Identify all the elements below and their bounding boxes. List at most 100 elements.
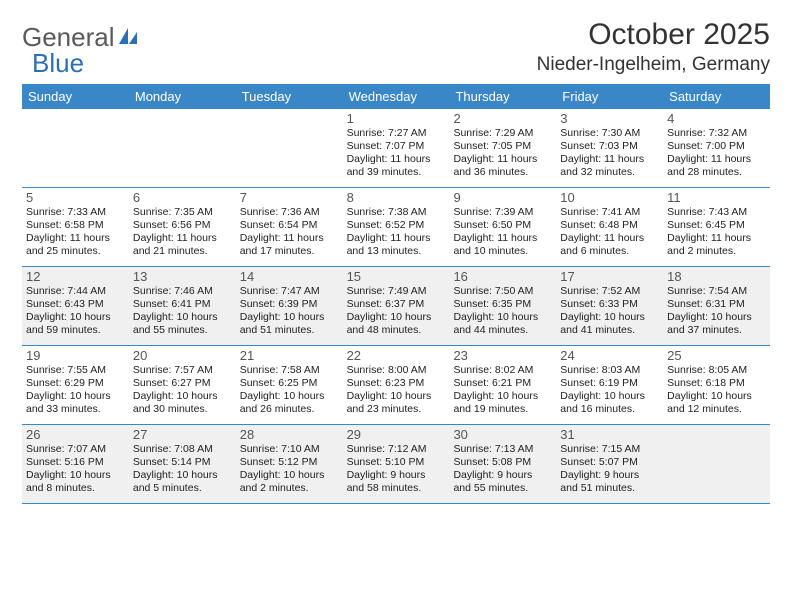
day-cell: 1Sunrise: 7:27 AM Sunset: 7:07 PM Daylig… (343, 109, 450, 187)
day-detail-text: Sunrise: 7:15 AM Sunset: 5:07 PM Dayligh… (560, 443, 659, 496)
day-number: 5 (26, 190, 125, 205)
day-cell: 12Sunrise: 7:44 AM Sunset: 6:43 PM Dayli… (22, 267, 129, 345)
day-detail-text: Sunrise: 8:05 AM Sunset: 6:18 PM Dayligh… (667, 364, 766, 417)
day-detail-text: Sunrise: 7:32 AM Sunset: 7:00 PM Dayligh… (667, 127, 766, 180)
location: Nieder-Ingelheim, Germany (537, 54, 770, 76)
day-cell: 6Sunrise: 7:35 AM Sunset: 6:56 PM Daylig… (129, 188, 236, 266)
day-detail-text: Sunrise: 7:07 AM Sunset: 5:16 PM Dayligh… (26, 443, 125, 496)
day-detail-text: Sunrise: 8:03 AM Sunset: 6:19 PM Dayligh… (560, 364, 659, 417)
day-cell: 9Sunrise: 7:39 AM Sunset: 6:50 PM Daylig… (449, 188, 556, 266)
weeks-container: 1Sunrise: 7:27 AM Sunset: 7:07 PM Daylig… (22, 109, 770, 504)
day-detail-text: Sunrise: 7:30 AM Sunset: 7:03 PM Dayligh… (560, 127, 659, 180)
day-cell (22, 109, 129, 187)
day-detail-text: Sunrise: 7:55 AM Sunset: 6:29 PM Dayligh… (26, 364, 125, 417)
day-cell: 30Sunrise: 7:13 AM Sunset: 5:08 PM Dayli… (449, 425, 556, 503)
day-cell: 10Sunrise: 7:41 AM Sunset: 6:48 PM Dayli… (556, 188, 663, 266)
week-row: 19Sunrise: 7:55 AM Sunset: 6:29 PM Dayli… (22, 346, 770, 425)
day-number: 30 (453, 427, 552, 442)
day-cell (236, 109, 343, 187)
day-detail-text: Sunrise: 7:39 AM Sunset: 6:50 PM Dayligh… (453, 206, 552, 259)
day-number: 6 (133, 190, 232, 205)
weekday-header: Tuesday (236, 84, 343, 109)
day-cell: 17Sunrise: 7:52 AM Sunset: 6:33 PM Dayli… (556, 267, 663, 345)
day-cell (129, 109, 236, 187)
day-cell: 4Sunrise: 7:32 AM Sunset: 7:00 PM Daylig… (663, 109, 770, 187)
day-cell: 11Sunrise: 7:43 AM Sunset: 6:45 PM Dayli… (663, 188, 770, 266)
day-detail-text: Sunrise: 7:38 AM Sunset: 6:52 PM Dayligh… (347, 206, 446, 259)
day-cell (663, 425, 770, 503)
week-row: 5Sunrise: 7:33 AM Sunset: 6:58 PM Daylig… (22, 188, 770, 267)
week-row: 12Sunrise: 7:44 AM Sunset: 6:43 PM Dayli… (22, 267, 770, 346)
day-number: 26 (26, 427, 125, 442)
day-cell: 8Sunrise: 7:38 AM Sunset: 6:52 PM Daylig… (343, 188, 450, 266)
day-number: 17 (560, 269, 659, 284)
week-row: 1Sunrise: 7:27 AM Sunset: 7:07 PM Daylig… (22, 109, 770, 188)
day-cell: 20Sunrise: 7:57 AM Sunset: 6:27 PM Dayli… (129, 346, 236, 424)
day-cell: 26Sunrise: 7:07 AM Sunset: 5:16 PM Dayli… (22, 425, 129, 503)
weekday-header: Friday (556, 84, 663, 109)
day-detail-text: Sunrise: 7:43 AM Sunset: 6:45 PM Dayligh… (667, 206, 766, 259)
day-cell: 13Sunrise: 7:46 AM Sunset: 6:41 PM Dayli… (129, 267, 236, 345)
day-detail-text: Sunrise: 7:47 AM Sunset: 6:39 PM Dayligh… (240, 285, 339, 338)
day-number: 25 (667, 348, 766, 363)
day-number: 19 (26, 348, 125, 363)
day-number: 23 (453, 348, 552, 363)
day-cell: 24Sunrise: 8:03 AM Sunset: 6:19 PM Dayli… (556, 346, 663, 424)
day-cell: 15Sunrise: 7:49 AM Sunset: 6:37 PM Dayli… (343, 267, 450, 345)
day-number: 4 (667, 111, 766, 126)
day-number: 13 (133, 269, 232, 284)
day-cell: 3Sunrise: 7:30 AM Sunset: 7:03 PM Daylig… (556, 109, 663, 187)
day-cell: 19Sunrise: 7:55 AM Sunset: 6:29 PM Dayli… (22, 346, 129, 424)
logo-text-blue: Blue (32, 48, 84, 79)
day-number: 2 (453, 111, 552, 126)
title-block: October 2025 Nieder-Ingelheim, Germany (537, 18, 770, 76)
day-number: 3 (560, 111, 659, 126)
day-number: 14 (240, 269, 339, 284)
day-detail-text: Sunrise: 8:00 AM Sunset: 6:23 PM Dayligh… (347, 364, 446, 417)
day-number: 16 (453, 269, 552, 284)
day-number: 18 (667, 269, 766, 284)
weekday-header-row: SundayMondayTuesdayWednesdayThursdayFrid… (22, 84, 770, 109)
day-detail-text: Sunrise: 7:52 AM Sunset: 6:33 PM Dayligh… (560, 285, 659, 338)
day-cell: 2Sunrise: 7:29 AM Sunset: 7:05 PM Daylig… (449, 109, 556, 187)
day-number: 1 (347, 111, 446, 126)
day-detail-text: Sunrise: 7:54 AM Sunset: 6:31 PM Dayligh… (667, 285, 766, 338)
day-number: 9 (453, 190, 552, 205)
day-detail-text: Sunrise: 7:27 AM Sunset: 7:07 PM Dayligh… (347, 127, 446, 180)
weekday-header: Sunday (22, 84, 129, 109)
day-detail-text: Sunrise: 7:35 AM Sunset: 6:56 PM Dayligh… (133, 206, 232, 259)
day-number: 8 (347, 190, 446, 205)
day-detail-text: Sunrise: 8:02 AM Sunset: 6:21 PM Dayligh… (453, 364, 552, 417)
day-number: 15 (347, 269, 446, 284)
day-number: 20 (133, 348, 232, 363)
day-detail-text: Sunrise: 7:33 AM Sunset: 6:58 PM Dayligh… (26, 206, 125, 259)
day-cell: 31Sunrise: 7:15 AM Sunset: 5:07 PM Dayli… (556, 425, 663, 503)
day-number: 11 (667, 190, 766, 205)
day-cell: 14Sunrise: 7:47 AM Sunset: 6:39 PM Dayli… (236, 267, 343, 345)
day-detail-text: Sunrise: 7:41 AM Sunset: 6:48 PM Dayligh… (560, 206, 659, 259)
day-cell: 7Sunrise: 7:36 AM Sunset: 6:54 PM Daylig… (236, 188, 343, 266)
weekday-header: Saturday (663, 84, 770, 109)
day-number: 27 (133, 427, 232, 442)
day-number: 7 (240, 190, 339, 205)
header: General October 2025 Nieder-Ingelheim, G… (22, 18, 770, 76)
day-number: 21 (240, 348, 339, 363)
day-detail-text: Sunrise: 7:29 AM Sunset: 7:05 PM Dayligh… (453, 127, 552, 180)
day-number: 24 (560, 348, 659, 363)
day-detail-text: Sunrise: 7:58 AM Sunset: 6:25 PM Dayligh… (240, 364, 339, 417)
day-detail-text: Sunrise: 7:13 AM Sunset: 5:08 PM Dayligh… (453, 443, 552, 496)
day-cell: 28Sunrise: 7:10 AM Sunset: 5:12 PM Dayli… (236, 425, 343, 503)
weekday-header: Monday (129, 84, 236, 109)
day-detail-text: Sunrise: 7:12 AM Sunset: 5:10 PM Dayligh… (347, 443, 446, 496)
logo-sail-icon (117, 22, 139, 53)
day-number: 22 (347, 348, 446, 363)
day-cell: 21Sunrise: 7:58 AM Sunset: 6:25 PM Dayli… (236, 346, 343, 424)
day-cell: 18Sunrise: 7:54 AM Sunset: 6:31 PM Dayli… (663, 267, 770, 345)
day-detail-text: Sunrise: 7:08 AM Sunset: 5:14 PM Dayligh… (133, 443, 232, 496)
day-cell: 5Sunrise: 7:33 AM Sunset: 6:58 PM Daylig… (22, 188, 129, 266)
day-detail-text: Sunrise: 7:57 AM Sunset: 6:27 PM Dayligh… (133, 364, 232, 417)
week-row: 26Sunrise: 7:07 AM Sunset: 5:16 PM Dayli… (22, 425, 770, 504)
day-cell: 25Sunrise: 8:05 AM Sunset: 6:18 PM Dayli… (663, 346, 770, 424)
day-cell: 29Sunrise: 7:12 AM Sunset: 5:10 PM Dayli… (343, 425, 450, 503)
day-detail-text: Sunrise: 7:49 AM Sunset: 6:37 PM Dayligh… (347, 285, 446, 338)
